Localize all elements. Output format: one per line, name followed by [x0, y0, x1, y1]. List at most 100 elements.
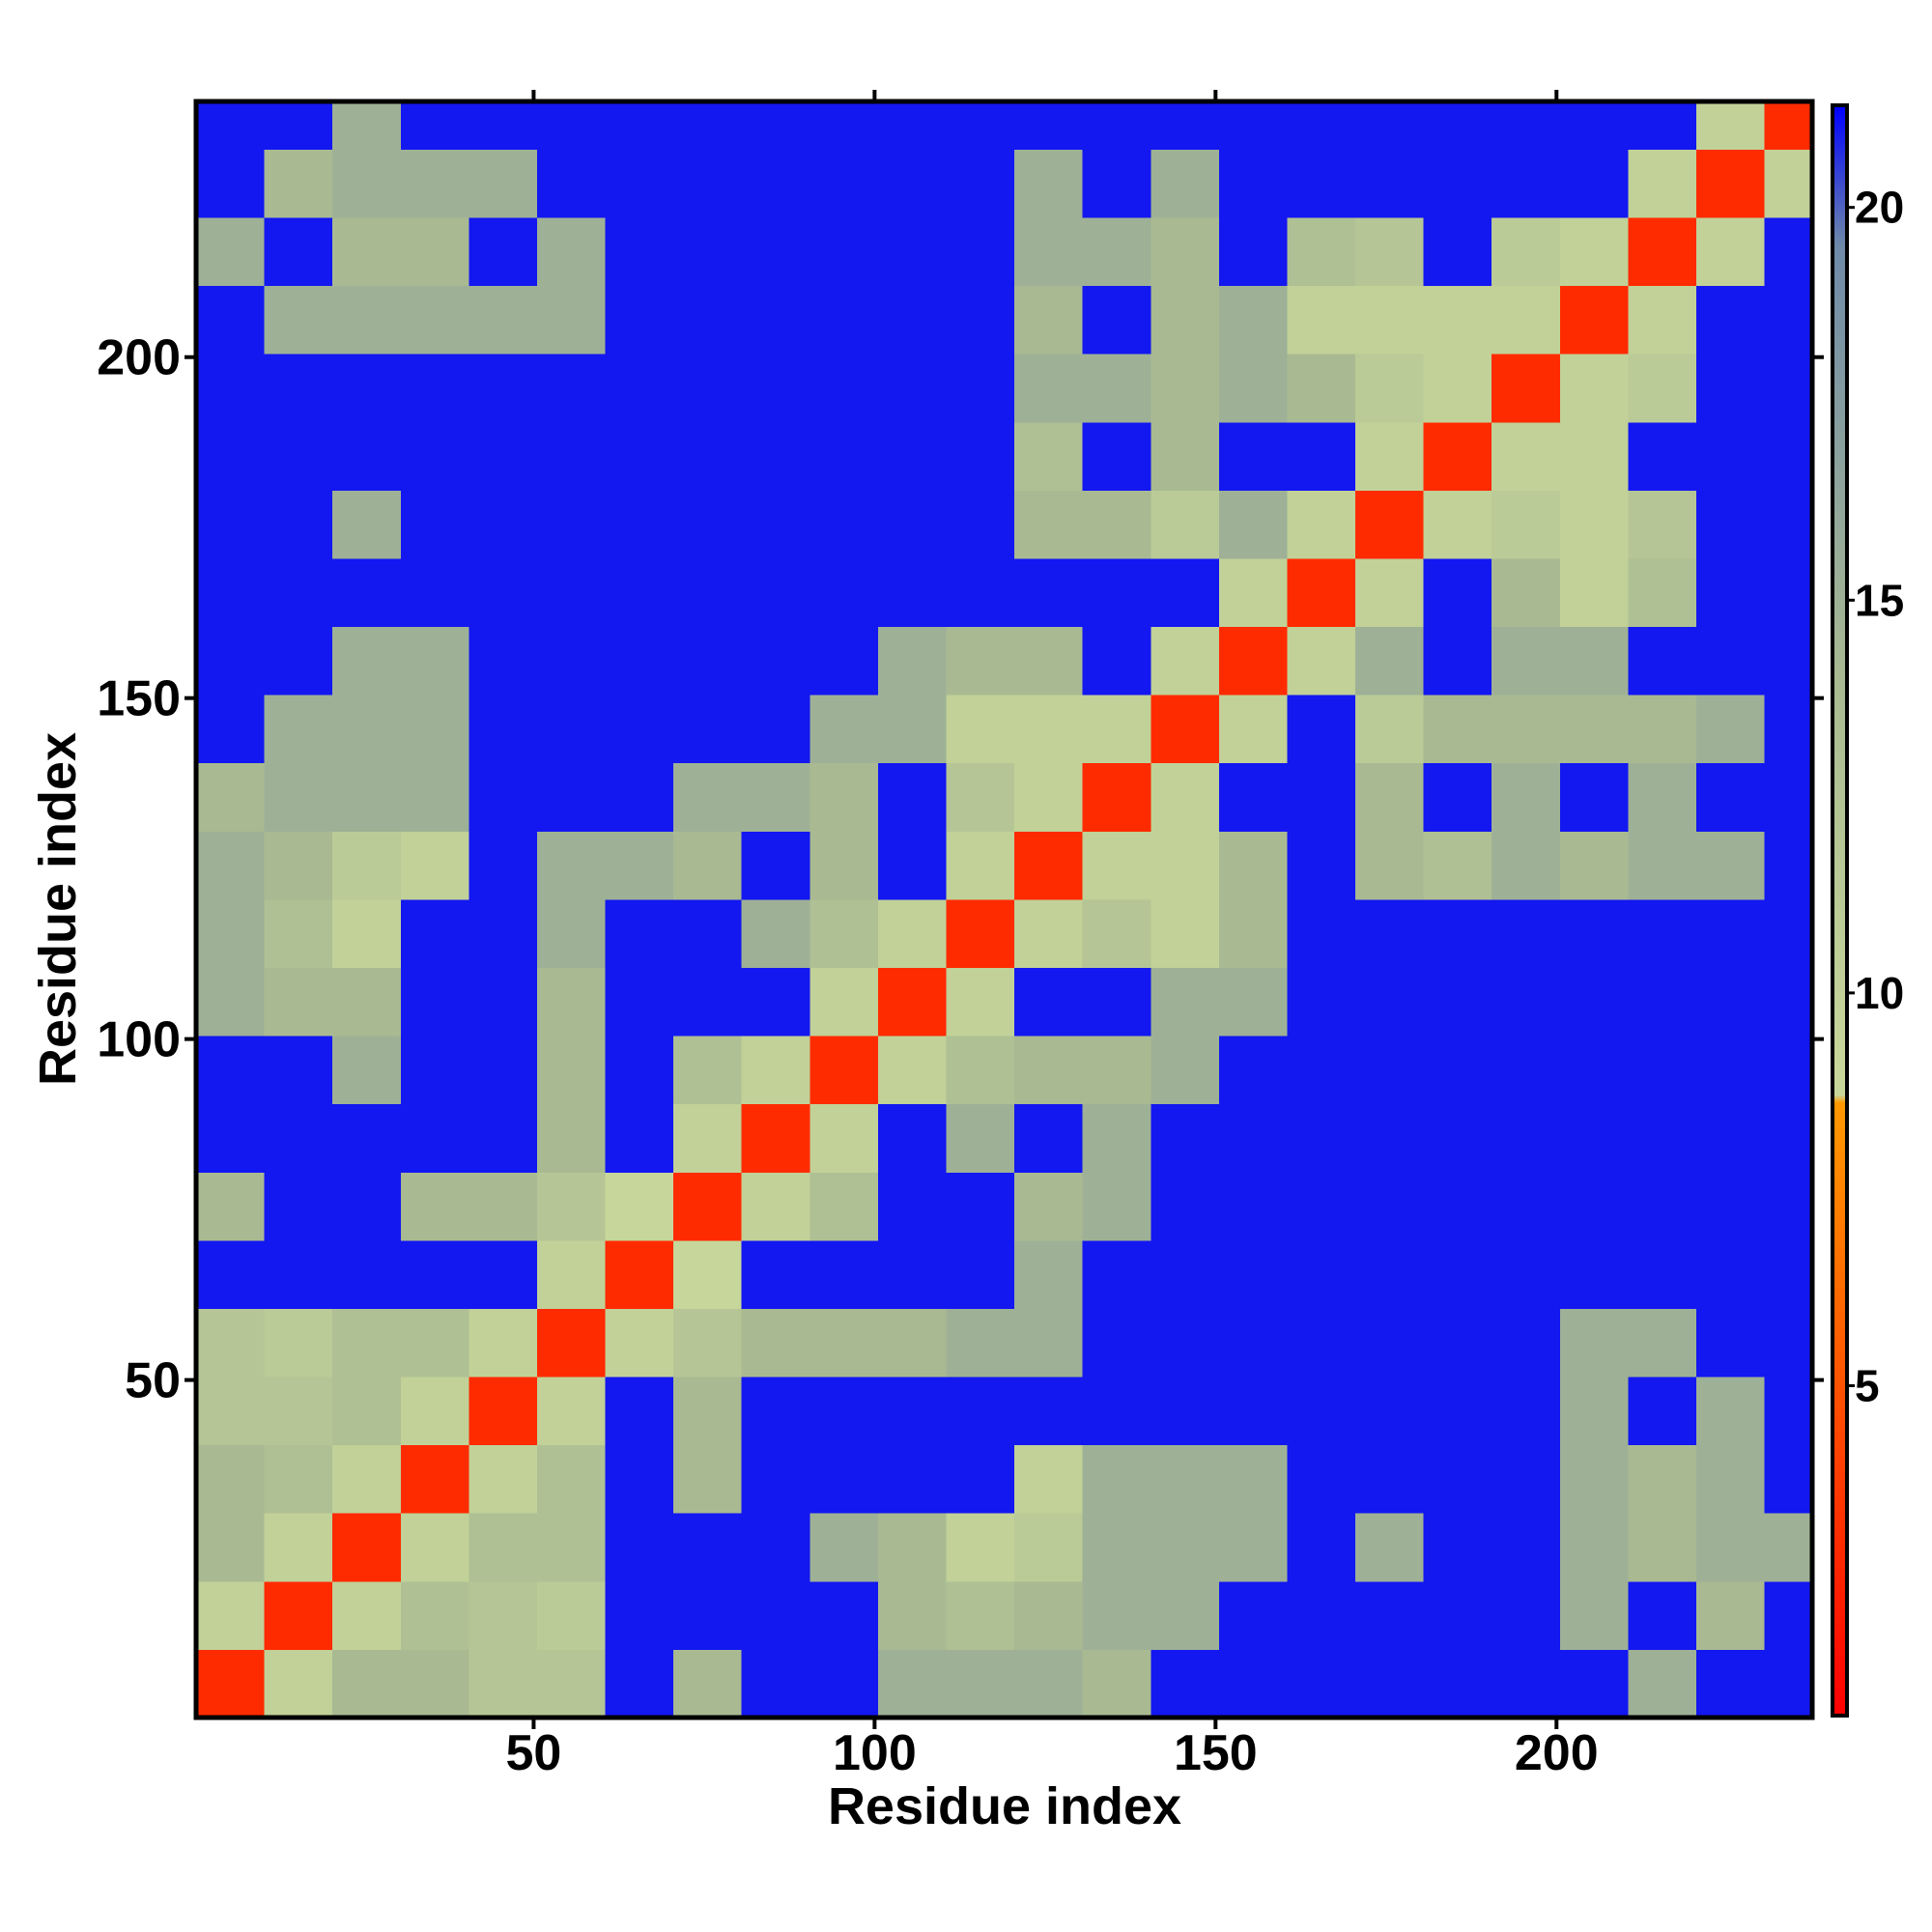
heatmap-cell	[1014, 421, 1084, 491]
heatmap-cell	[400, 285, 469, 355]
heatmap-cell	[1287, 101, 1356, 150]
heatmap-cell	[810, 285, 879, 355]
heatmap-cell	[1218, 285, 1288, 355]
heatmap-cell	[1218, 490, 1288, 559]
heatmap-cell	[536, 149, 607, 218]
heatmap-cell	[1014, 354, 1084, 423]
heatmap-cell	[1423, 762, 1492, 832]
heatmap-cell	[400, 1649, 469, 1718]
heatmap-cell	[1151, 1172, 1220, 1241]
heatmap-cell	[1014, 217, 1084, 287]
heatmap-cell	[1559, 490, 1629, 559]
heatmap-cell	[1355, 1649, 1425, 1718]
heatmap-cell	[810, 354, 879, 423]
heatmap-cell	[1151, 149, 1220, 218]
heatmap-cell	[605, 557, 674, 628]
heatmap-cell	[741, 1103, 810, 1173]
heatmap-cell	[536, 898, 607, 969]
heatmap-cell	[400, 490, 469, 559]
heatmap-cell	[1559, 1172, 1629, 1241]
heatmap-cell	[1628, 1172, 1697, 1241]
heatmap-cell	[469, 557, 538, 628]
heatmap-cell	[1151, 1580, 1220, 1650]
heatmap-cell	[810, 1649, 879, 1718]
heatmap-cell	[673, 1649, 743, 1718]
heatmap-cell	[810, 967, 879, 1037]
heatmap-cell	[1559, 354, 1629, 423]
heatmap-cell	[469, 101, 538, 150]
heatmap-cell	[673, 626, 743, 696]
heatmap-cell	[1014, 1377, 1084, 1446]
heatmap-cell	[946, 1444, 1015, 1514]
heatmap-cell	[1014, 557, 1084, 628]
heatmap-cell	[1355, 967, 1425, 1037]
heatmap-cell	[1423, 1308, 1492, 1378]
heatmap-cell	[1082, 898, 1151, 969]
heatmap-cell	[673, 1103, 743, 1173]
heatmap-cell	[332, 967, 402, 1037]
heatmap-cell	[1492, 1239, 1561, 1309]
heatmap-cell	[741, 1580, 810, 1650]
heatmap-cell	[1151, 1308, 1220, 1378]
heatmap-cell	[536, 831, 607, 900]
heatmap-cell	[1628, 626, 1697, 696]
heatmap-cell	[673, 1513, 743, 1582]
heatmap-cell	[741, 762, 810, 832]
heatmap-cell	[1628, 1103, 1697, 1173]
heatmap-cell	[1764, 695, 1812, 764]
heatmap-cell	[1082, 285, 1151, 355]
heatmap-cell	[1492, 831, 1561, 900]
heatmap-cell	[1492, 1036, 1561, 1105]
heatmap-cell	[332, 1377, 402, 1446]
heatmap-cell	[1423, 1036, 1492, 1105]
heatmap-cell	[536, 1580, 607, 1650]
heatmap-cell	[1355, 1172, 1425, 1241]
heatmap-cell	[1764, 1103, 1812, 1173]
heatmap-cell	[1355, 490, 1425, 559]
heatmap-cell	[332, 557, 402, 628]
heatmap-cell	[264, 1172, 333, 1241]
heatmap-cell	[1695, 557, 1766, 628]
heatmap-cell	[1014, 626, 1084, 696]
heatmap-cell	[877, 285, 947, 355]
heatmap-cell	[332, 831, 402, 900]
heatmap-cell	[332, 1444, 402, 1514]
heatmap-cell	[196, 421, 266, 491]
heatmap-cell	[1764, 354, 1812, 423]
heatmap-cell	[1423, 149, 1492, 218]
heatmap-cell	[1014, 1649, 1084, 1718]
heatmap-cell	[1423, 898, 1492, 969]
heatmap-cell	[1764, 762, 1812, 832]
heatmap-cell	[1559, 626, 1629, 696]
heatmap-cell	[1695, 285, 1766, 355]
heatmap-cell	[1764, 1308, 1812, 1378]
heatmap-cell	[1492, 557, 1561, 628]
heatmap-cell	[1287, 898, 1356, 969]
heatmap-cell	[332, 1172, 402, 1241]
heatmap-cell	[1218, 1513, 1288, 1582]
heatmap-cell	[536, 1308, 607, 1378]
heatmap-cell	[673, 1036, 743, 1105]
heatmap-cell	[1287, 557, 1356, 628]
heatmap-cell	[1151, 1103, 1220, 1173]
heatmap-cell	[946, 1172, 1015, 1241]
heatmap-cell	[1014, 898, 1084, 969]
heatmap-cell	[605, 1239, 674, 1309]
heatmap-cell	[536, 762, 607, 832]
heatmap-cell	[1559, 1308, 1629, 1378]
heatmap-cell	[1355, 1308, 1425, 1378]
heatmap-cell	[605, 898, 674, 969]
heatmap-cell	[673, 354, 743, 423]
heatmap-cell	[264, 626, 333, 696]
heatmap-cell	[536, 626, 607, 696]
heatmap-cell	[1014, 101, 1084, 150]
heatmap-cell	[741, 217, 810, 287]
heatmap-cell	[673, 1444, 743, 1514]
heatmap-cell	[605, 101, 674, 150]
heatmap-cell	[1559, 1444, 1629, 1514]
heatmap-cell	[1423, 695, 1492, 764]
heatmap-cell	[264, 217, 333, 287]
heatmap-cell	[1218, 217, 1288, 287]
heatmap-cell	[196, 1377, 266, 1446]
heatmap-cell	[1218, 626, 1288, 696]
